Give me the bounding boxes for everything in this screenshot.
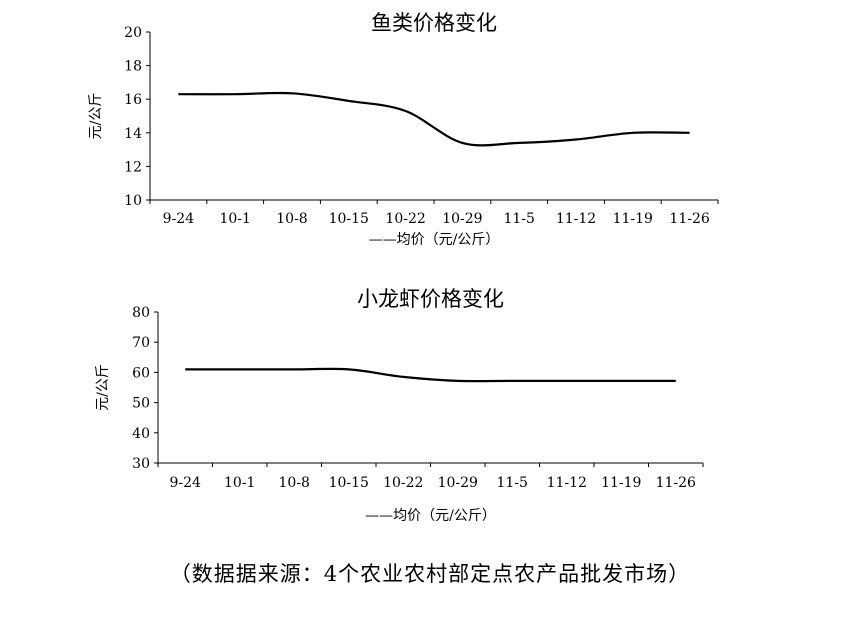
chart1-series-line <box>178 91 690 147</box>
chart1-y-tick-label: 12 <box>124 159 142 175</box>
chart1-x-tick-label: 10-15 <box>329 211 369 227</box>
chart2-x-tick-label: 10-29 <box>438 475 478 491</box>
chart2-series-line <box>185 367 676 383</box>
chart2-x-tick-label: 11-19 <box>601 475 641 491</box>
chart1-title: 鱼类价格变化 <box>371 11 497 35</box>
chart1-y-tick-label: 10 <box>124 193 142 209</box>
chart2-title: 小龙虾价格变化 <box>357 287 504 311</box>
chart2-x-tick-label: 11-12 <box>547 475 587 491</box>
chart1-x-tick-label: 10-29 <box>442 211 482 227</box>
chart2-x-tick-label: 10-22 <box>383 475 423 491</box>
chart1-x-tick-label: 10-8 <box>276 211 307 227</box>
chart1-x-tick-label: 9-24 <box>163 211 195 227</box>
chart2-x-tick-label: 10-8 <box>279 475 310 491</box>
chart1-y-tick-label: 20 <box>124 25 142 41</box>
chart2-x-tick-label: 9-24 <box>170 475 202 491</box>
chart2-y-tick-label: 40 <box>132 426 150 442</box>
chart2-y-tick-label: 70 <box>132 335 150 351</box>
chart2-x-tick-label: 10-1 <box>224 475 255 491</box>
chart2-x-tick-label: 11-5 <box>497 475 528 491</box>
chart1-y-tick-label: 18 <box>124 59 142 75</box>
chart1-x-tick-label: 11-12 <box>556 211 596 227</box>
chart2-y-axis-label: 元/公斤 <box>95 364 111 411</box>
chart1-x-tick-label: 11-26 <box>669 211 709 227</box>
chart2-x-tick-label: 11-26 <box>656 475 696 491</box>
data-source-note: （数据据来源：4个农业农村部定点农产品批发市场） <box>169 562 691 586</box>
chart2-y-tick-label: 30 <box>132 456 150 472</box>
chart2-x-tick-label: 10-15 <box>329 475 369 491</box>
chart1-y-tick-label: 14 <box>124 126 142 142</box>
chart1-x-tick-label: 11-19 <box>613 211 653 227</box>
chart1-x-tick-label: 11-5 <box>503 211 534 227</box>
chart1-y-axis-label: 元/公斤 <box>88 93 104 140</box>
chart2-y-tick-label: 80 <box>132 305 150 321</box>
chart1-y-tick-label: 16 <box>124 92 142 108</box>
chart1-legend: ——均价（元/公斤） <box>369 232 500 248</box>
chart2-y-tick-label: 50 <box>132 396 150 412</box>
chart1-x-tick-label: 10-22 <box>385 211 425 227</box>
chart1-x-tick-label: 10-1 <box>219 211 250 227</box>
chart2-y-tick-label: 60 <box>132 365 150 381</box>
chart2-legend: ——均价（元/公斤） <box>365 508 496 524</box>
